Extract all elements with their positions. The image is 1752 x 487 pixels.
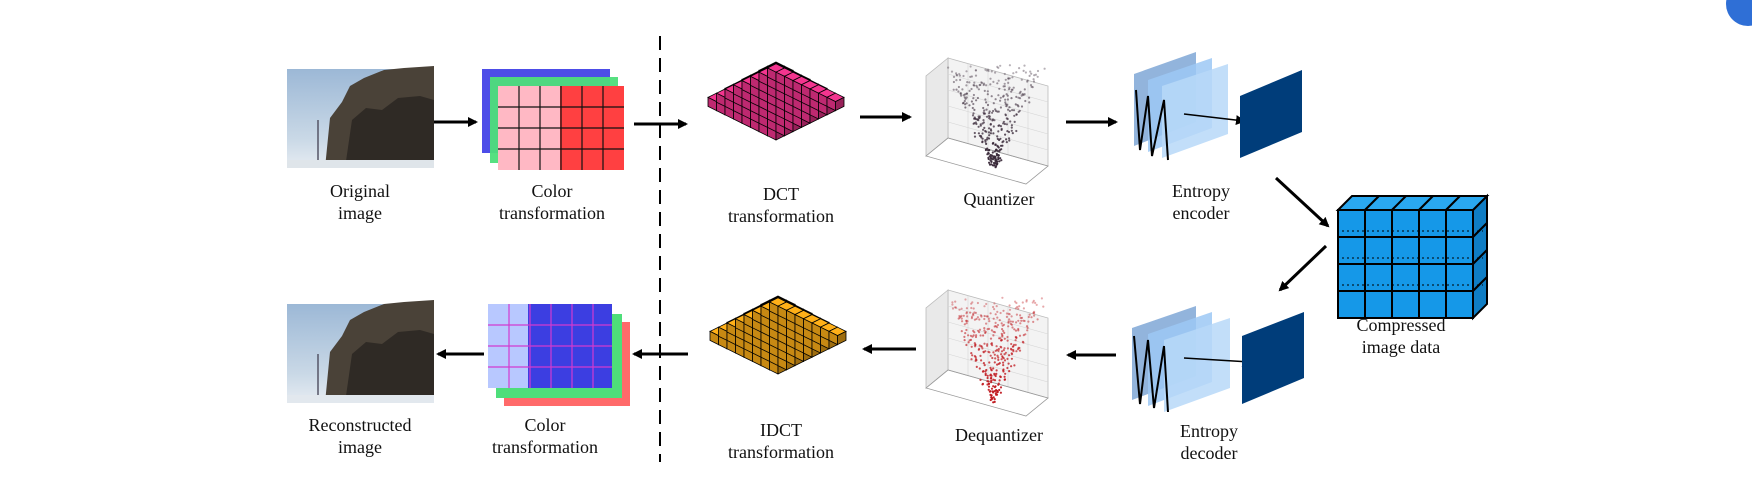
quantizer-scatter-plot xyxy=(925,57,1049,185)
label-dequantizer: Dequantizer xyxy=(955,425,1043,445)
color-channel-stack-top xyxy=(482,69,624,170)
entropy-encoder-panels xyxy=(1134,52,1302,161)
label-original-image: Original image xyxy=(330,181,390,223)
original-image-photo xyxy=(287,66,434,168)
label-color-transformation-top: Color transformation xyxy=(499,181,605,223)
label-quantizer: Quantizer xyxy=(963,189,1035,209)
label-entropy-encoder: Entropy encoder xyxy=(1172,181,1230,223)
label-dct-transformation: DCT transformation xyxy=(728,184,834,226)
label-entropy-decoder: Entropy decoder xyxy=(1180,421,1238,463)
label-compressed-image-data: Compressed image data xyxy=(1356,315,1446,357)
label-color-transformation-bottom: Color transformation xyxy=(492,415,598,457)
dequantizer-scatter-plot xyxy=(925,289,1049,417)
color-channel-stack-bottom xyxy=(488,304,630,406)
arrow-encoder-to-compressed xyxy=(1274,176,1330,228)
entropy-decoder-panels xyxy=(1132,306,1304,413)
dct-block-pyramid xyxy=(707,61,845,141)
reconstructed-image-photo xyxy=(287,300,434,403)
label-reconstructed-image: Reconstructed image xyxy=(308,415,412,457)
compressed-data-cube xyxy=(1335,193,1490,321)
label-idct-transformation: IDCT transformation xyxy=(728,420,834,462)
idct-block-pyramid xyxy=(709,295,847,375)
arrow-compressed-to-decoder xyxy=(1278,244,1328,292)
